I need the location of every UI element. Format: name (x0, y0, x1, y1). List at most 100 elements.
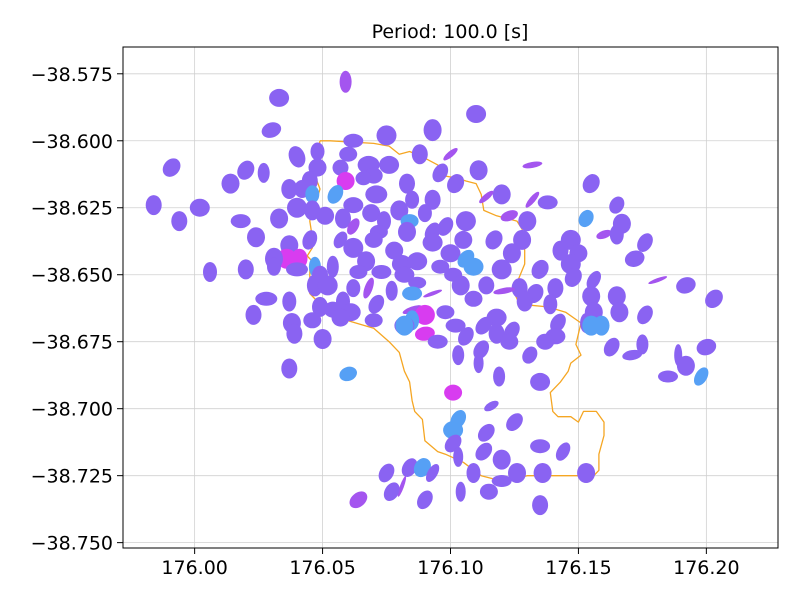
ellipse-marker (577, 463, 596, 483)
ellipse-marker (492, 184, 511, 205)
ellipse-marker (327, 185, 344, 204)
ellipse-marker (586, 270, 602, 290)
ellipse-marker (395, 315, 414, 336)
grid-lines (123, 47, 778, 548)
ellipse-marker (648, 276, 668, 285)
ellipse-marker (455, 481, 466, 502)
ellipse-marker (431, 259, 450, 274)
ellipse-marker (506, 413, 523, 431)
ellipse-marker (364, 313, 383, 328)
ellipse-marker (339, 366, 357, 382)
ellipse-marker (637, 233, 653, 252)
ellipse-marker (162, 158, 181, 177)
ellipse-marker (378, 463, 395, 483)
ellipse-marker (463, 257, 484, 276)
ellipse-marker (609, 224, 624, 245)
ellipse-marker (637, 305, 653, 325)
ellipse-marker (609, 196, 625, 214)
ellipse-marker (171, 211, 188, 232)
ellipse-marker (502, 243, 521, 264)
ellipse-marker (390, 200, 409, 221)
y-tick-label: −38.600 (31, 131, 113, 153)
ellipse-marker (281, 179, 298, 199)
ellipse-marker (287, 197, 307, 218)
ellipse-marker (261, 122, 282, 138)
ellipse-marker (500, 210, 518, 222)
ellipse-marker (547, 278, 564, 299)
ellipse-marker (423, 289, 443, 298)
ellipse-marker (310, 142, 325, 161)
ellipse-marker (475, 316, 493, 335)
ellipse-marker (145, 195, 162, 216)
ellipse-marker (288, 146, 306, 168)
ellipse-marker (331, 308, 350, 327)
ellipse-marker (349, 491, 368, 509)
ellipse-marker (484, 400, 499, 412)
y-tick-label: −38.625 (31, 198, 113, 220)
ellipse-marker (394, 266, 415, 283)
ellipse-marker (593, 315, 610, 336)
ellipse-marker (466, 105, 487, 123)
ellipse-marker (376, 125, 397, 146)
ellipse-marker (536, 333, 555, 350)
ellipse-marker (543, 294, 558, 315)
ellipse-marker (522, 161, 543, 169)
ellipse-marker (603, 337, 620, 357)
ellipse-marker (530, 439, 551, 454)
ellipse-marker (437, 217, 454, 236)
ellipse-marker (317, 275, 338, 296)
ellipse-marker (564, 267, 582, 287)
ellipse-marker (444, 384, 463, 401)
ellipse-marker (413, 458, 431, 478)
ellipse-marker (424, 189, 441, 210)
ellipse-marker (452, 345, 465, 366)
ellipse-marker (453, 446, 464, 467)
ellipse-marker (255, 291, 278, 306)
ellipse-marker (425, 463, 440, 483)
ellipse-marker (676, 355, 695, 376)
ellipse-marker (492, 449, 511, 470)
y-axis-ticks: −38.575 −38.600 −38.625 −38.650 −38.675 −38.7… (31, 64, 123, 555)
ellipse-marker (365, 185, 388, 204)
ellipse-marker (555, 442, 571, 461)
ellipse-marker (607, 286, 626, 307)
ellipse-marker (624, 250, 645, 267)
x-tick-label: 176.15 (545, 557, 611, 579)
ellipse-marker (464, 290, 483, 307)
ellipse-marker (436, 305, 455, 320)
ellipse-marker (469, 160, 488, 181)
ellipse-marker (237, 259, 254, 280)
ellipse-marker (335, 208, 351, 229)
ellipse-marker (552, 240, 569, 261)
ellipse-marker (466, 463, 481, 483)
ellipse-marker (371, 265, 392, 279)
ellipse-marker (522, 346, 538, 364)
ellipse-marker (493, 366, 506, 387)
ellipse-marker (402, 286, 423, 301)
ellipse-marker (550, 313, 566, 333)
ellipse-marker (488, 323, 505, 344)
ellipse-marker (302, 230, 318, 250)
ellipse-marker (313, 329, 332, 349)
ellipse-marker (422, 233, 443, 252)
ellipse-marker (531, 259, 549, 279)
ellipse-marker (362, 204, 381, 223)
ellipse-marker (401, 458, 418, 477)
ellipse-marker (286, 262, 308, 277)
ellipse-marker (363, 277, 374, 299)
ellipse-marker (417, 490, 433, 510)
ellipse-marker (398, 221, 416, 242)
ellipse-marker (530, 372, 551, 391)
ellipse-marker (525, 191, 540, 208)
x-axis-ticks: 176.00 176.05 176.10 176.15 176.20 (161, 548, 740, 579)
ellipse-marker (336, 172, 355, 190)
ellipse-marker (237, 160, 255, 180)
ellipse-marker (339, 70, 352, 93)
ellipse-marker (610, 302, 629, 323)
ellipse-marker (478, 276, 495, 295)
ellipse-marker (636, 334, 649, 355)
ellipse-marker (479, 483, 498, 500)
ellipse-marker (312, 296, 328, 317)
ellipse-marker (349, 265, 368, 279)
